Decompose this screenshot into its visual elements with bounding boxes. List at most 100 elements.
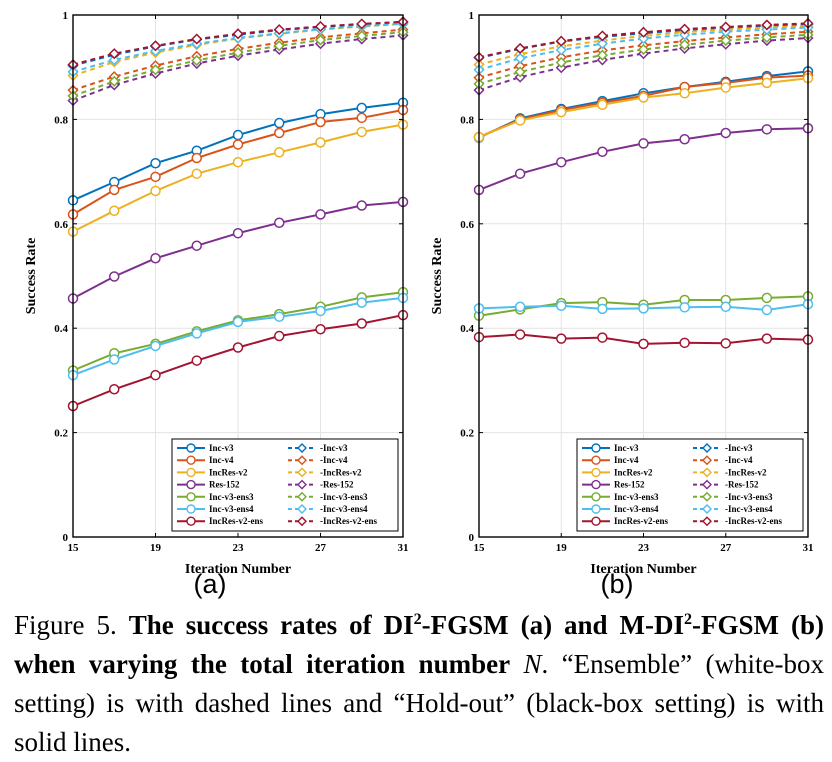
legend-item-ens-inc-v3-ens4: -Inc-v3-ens4	[288, 504, 368, 514]
data-point	[514, 329, 526, 340]
data-point	[720, 35, 732, 47]
data-point	[556, 106, 567, 118]
data-point	[597, 146, 608, 158]
y-tick-label: 1	[63, 10, 69, 22]
data-point	[273, 24, 285, 36]
legend: Inc-v3 Inc-v4 IncRes-v2 Res-152 Inc-v3-ens3 I…	[576, 438, 804, 532]
data-point	[761, 292, 773, 304]
caption-sup-1: 2	[413, 611, 422, 628]
legend-item-ens-inc-v3-ens4: -Inc-v3-ens4	[693, 504, 773, 514]
data-point	[274, 330, 285, 342]
x-tick-label: 27	[315, 542, 327, 554]
legend-item-ens-inc-v4: -Inc-v4	[693, 455, 753, 465]
data-point	[150, 171, 161, 183]
data-point	[150, 253, 161, 264]
data-point	[514, 168, 526, 179]
legend-label: -Inc-v3-ens3	[320, 492, 368, 502]
data-point	[514, 52, 526, 64]
legend-label: -Inc-v4	[320, 455, 348, 465]
data-point	[314, 34, 327, 46]
x-tick-label: 23	[638, 542, 650, 554]
data-point	[356, 30, 368, 42]
data-point	[596, 30, 608, 42]
chart-panel-a: 15 19 23 27 31 0 0.2 0.4 0.6 0.8 1 Iteration Number…	[24, 10, 409, 599]
legend-marker	[297, 491, 307, 502]
data-point	[597, 303, 608, 315]
x-tick-label: 19	[556, 542, 568, 554]
legend-item-ens-inc-v3: -Inc-v3	[693, 443, 753, 453]
data-point	[274, 217, 285, 229]
legend-label: -Inc-v3-ens3	[725, 492, 773, 502]
legend-item-incres-v2-ens: IncRes-v2-ens	[582, 516, 668, 526]
legend-label: -Inc-v3-ens4	[320, 504, 368, 514]
data-point	[315, 323, 326, 335]
x-tick-label: 27	[720, 542, 732, 554]
data-point	[514, 301, 526, 313]
legend-item-inc-v3-ens3: Inc-v3-ens3	[582, 492, 659, 502]
legend-marker	[591, 479, 601, 490]
series-line-ens-inc-v3-ens3	[478, 33, 809, 85]
data-point	[679, 88, 690, 99]
y-tick-label: 0.8	[460, 114, 474, 126]
data-point	[109, 354, 120, 365]
legend-marker	[591, 443, 601, 453]
data-point	[761, 304, 773, 316]
x-tick-label: 31	[398, 542, 409, 554]
data-point	[274, 147, 285, 158]
legend-box	[171, 438, 399, 532]
legend-marker	[591, 467, 601, 478]
data-point	[232, 316, 244, 328]
legend-item-ens-inc-v3-ens3: -Inc-v3-ens3	[693, 492, 773, 502]
legend-label: -IncRes-v2	[725, 467, 767, 477]
legend-label: -Inc-v3	[320, 443, 348, 453]
series-line-ens-incres-v2	[478, 25, 809, 66]
data-point	[556, 333, 567, 344]
legend-marker	[297, 504, 307, 514]
legend-label: Inc-v3-ens4	[614, 504, 659, 514]
data-point	[638, 138, 649, 149]
legend-marker	[186, 504, 196, 514]
legend-item-inc-v3-ens3: Inc-v3-ens3	[177, 492, 254, 502]
legend-marker	[186, 443, 196, 453]
data-point	[356, 102, 367, 114]
legend-marker	[297, 516, 307, 527]
data-point	[555, 44, 567, 56]
data-point	[150, 340, 161, 352]
legend-item-inc-v3-ens4: Inc-v3-ens4	[582, 504, 659, 514]
data-point	[315, 305, 326, 317]
legend-label: -IncRes-v2-ens	[725, 516, 782, 526]
x-tick-label: 19	[150, 542, 162, 554]
series-line-ens-inc-v3-ens4	[478, 26, 809, 71]
legend-marker	[702, 443, 712, 453]
data-point	[514, 42, 526, 54]
legend-marker	[297, 479, 307, 490]
data-point	[150, 157, 161, 169]
data-point	[637, 43, 650, 56]
data-point	[109, 205, 120, 216]
legend-label: IncRes-v2-ens	[209, 516, 263, 526]
legend-label: Inc-v3-ens3	[614, 492, 659, 502]
data-point	[761, 31, 773, 44]
legend-item-ens-incres-v2: -IncRes-v2	[693, 467, 767, 477]
data-point	[356, 297, 367, 308]
data-point	[356, 112, 367, 124]
data-point	[556, 156, 567, 168]
legend-item-ens-res-152: -Res-152	[693, 480, 759, 490]
data-point	[514, 115, 526, 126]
data-point	[638, 92, 649, 103]
data-point	[638, 303, 649, 314]
legend-item-res-152: Res-152	[177, 480, 240, 490]
data-point	[637, 26, 650, 38]
legend-label: Inc-v4	[209, 455, 234, 465]
legend-marker	[186, 516, 196, 526]
legend-item-ens-inc-v4: -Inc-v4	[288, 455, 348, 465]
legend-marker	[591, 516, 601, 526]
series-incres-v2	[473, 72, 814, 143]
data-point	[679, 302, 690, 313]
data-point	[638, 338, 649, 350]
data-point	[637, 32, 650, 45]
legend-marker	[297, 455, 307, 466]
data-point	[109, 384, 120, 395]
data-point	[232, 47, 244, 59]
series-line-ens-inc-v3-ens3	[72, 31, 404, 97]
